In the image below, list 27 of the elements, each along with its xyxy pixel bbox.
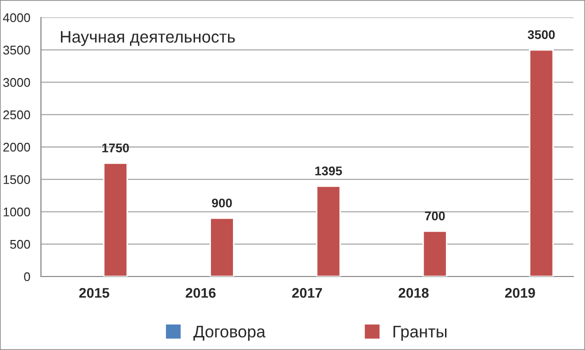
x-tick-label: 2017 [292,288,322,298]
y-tick-label: 500 [10,240,30,249]
x-tick-label: 2015 [79,288,110,298]
y-tick-label: 1500 [4,175,30,184]
y-tick-label: 2000 [3,142,30,152]
bar [422,230,448,276]
data-label: 1750 [102,144,129,152]
x-tick-label: 2016 [186,288,216,298]
data-label: 900 [212,198,232,208]
x-tick-label: 2019 [505,288,535,298]
data-label: 700 [425,212,445,220]
data-label: 3500 [528,30,555,40]
y-tick-label: 4000 [3,13,30,22]
y-tick-label: 2500 [3,110,30,120]
y-tick-label: 3000 [3,78,30,87]
y-tick-label: 0 [24,272,30,282]
text: Научная деятельность [60,31,235,46]
legend-label: Гранты [394,326,446,341]
legend-label: Договора [193,326,266,341]
bar [103,162,128,276]
bar [316,185,341,276]
data-label: 1395 [315,166,342,176]
y-tick-label: 1000 [4,208,30,216]
bar [528,49,554,276]
y-tick-label: 3500 [3,46,30,55]
bar [210,218,234,276]
x-tick-label: 2018 [398,288,429,298]
